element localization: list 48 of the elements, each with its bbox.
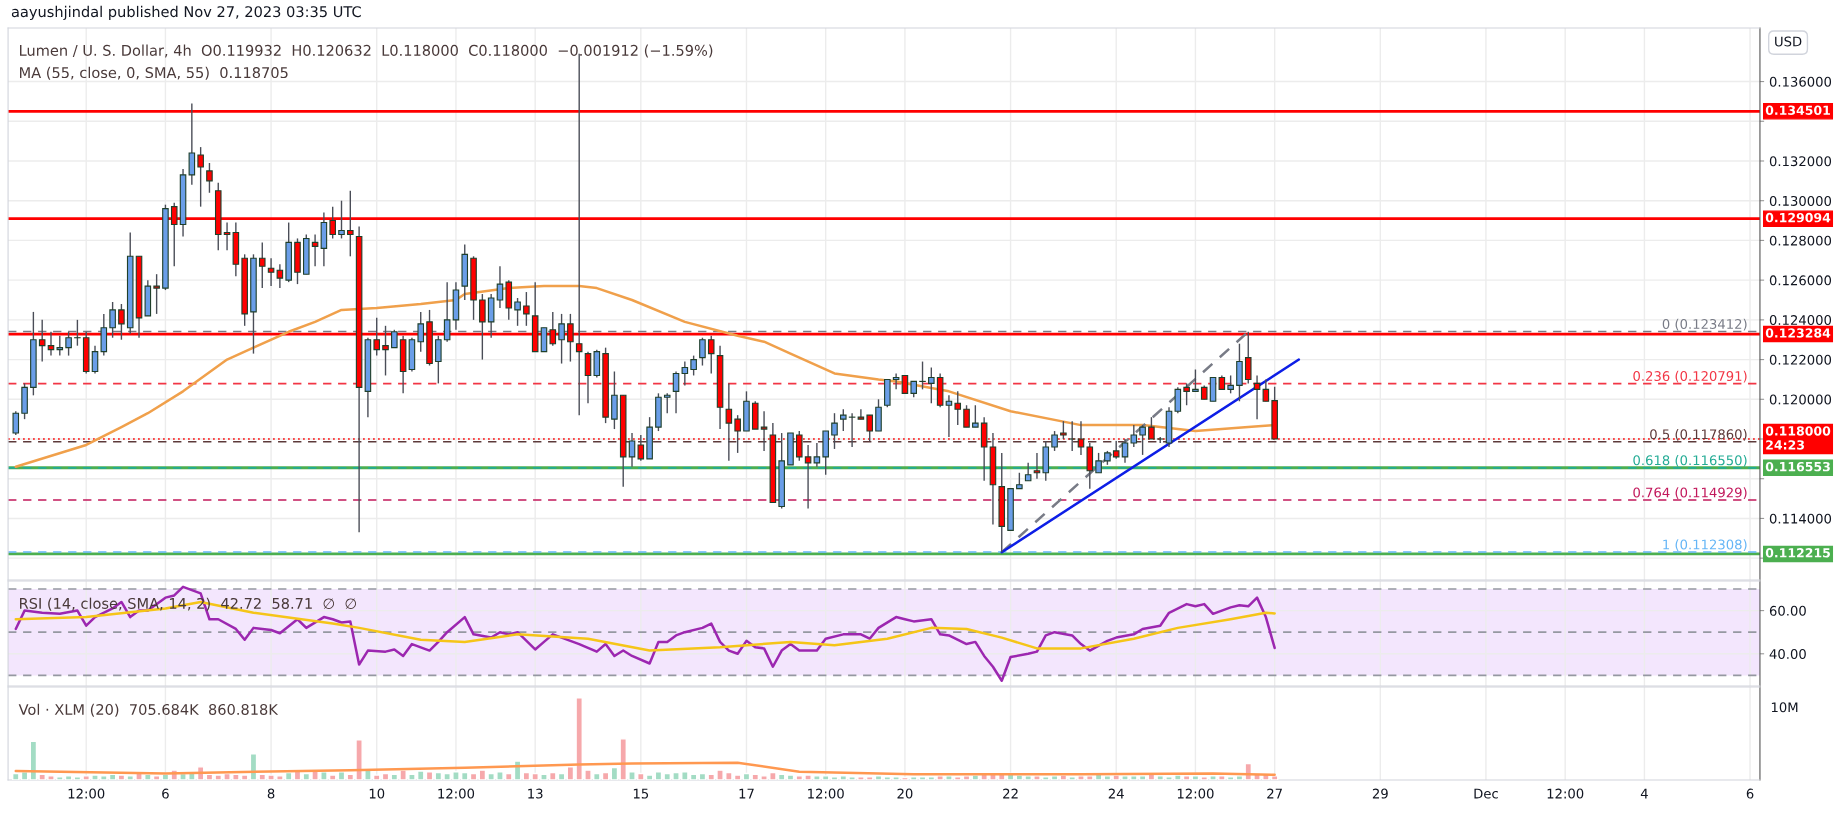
x-tick-label: 12:00: [1177, 788, 1214, 799]
x-tick-label: 6: [1746, 788, 1754, 799]
y-tick-label: 0.128000: [1769, 235, 1832, 246]
y-tick-label: 0.130000: [1769, 195, 1832, 206]
x-tick-label: 6: [162, 788, 169, 799]
x-tick-label: 8: [267, 788, 275, 799]
y-tick-label: 40.00: [1769, 649, 1806, 659]
ref-line-label: 0.236 (0.120791): [1633, 370, 1747, 383]
y-tick-label: 0.114000: [1769, 513, 1832, 524]
y-axis-title: USD: [1775, 36, 1802, 47]
ref-line-label: 0.112215: [1765, 548, 1830, 558]
ref-line-label: 0.134501: [1765, 105, 1830, 115]
x-tick-label: 20: [897, 788, 913, 799]
ref-line-label: 0.764 (0.114929): [1633, 487, 1747, 499]
y-tick-label: 0.120000: [1769, 394, 1832, 405]
ref-line-label: 0.116553: [1765, 461, 1830, 472]
y-tick-label: 0.122000: [1769, 354, 1832, 365]
text: 10M: [1771, 702, 1798, 713]
text: Lumen / U. S. Dollar, 4h O0.119932 H0.120632 L0.118000 C0.118000 −0.001912 (−1.59%): [20, 44, 713, 58]
x-tick-label: Dec: [1474, 788, 1498, 799]
x-tick-label: 12:00: [1547, 788, 1584, 799]
text: aayushjindal published Nov 27, 2023 03:35 UTC: [11, 5, 361, 20]
x-tick-label: 29: [1372, 788, 1388, 799]
x-tick-label: 12:00: [438, 788, 475, 799]
y-tick-label: 0.132000: [1769, 156, 1832, 167]
x-tick-label: 27: [1267, 788, 1282, 799]
y-tick-label: 60.00: [1769, 605, 1806, 616]
x-tick-label: 13: [528, 788, 543, 799]
ref-line-label: 1 (0.112308): [1663, 539, 1747, 552]
y-tick-label: 0.136000: [1769, 76, 1832, 87]
ref-line-label: 0.129094: [1765, 212, 1831, 223]
x-tick-label: 17: [739, 788, 754, 799]
x-tick-label: 4: [1640, 788, 1648, 799]
ref-line-label: 0 (0.123412): [1662, 318, 1747, 331]
ref-line-label: 0.5 (0.117860): [1650, 429, 1747, 441]
chart-title: Vol · XLM (20) 705.684K 860.818K: [18, 703, 279, 717]
y-tick-label: 0.126000: [1769, 275, 1832, 286]
text: MA (55, close, 0, SMA, 55) 0.118705: [20, 66, 288, 80]
x-tick-label: 22: [1003, 788, 1018, 799]
x-tick-label: 24: [1108, 788, 1124, 799]
x-tick-label: 15: [633, 788, 649, 799]
ref-line-label: 0.118000 24:23: [1765, 426, 1831, 450]
x-tick-label: 10: [369, 788, 385, 799]
y-tick-label: 0.124000: [1769, 315, 1832, 326]
ref-line-label: 0.618 (0.116550): [1633, 455, 1747, 467]
ref-line-label: 0.123284: [1765, 328, 1831, 338]
x-tick-label: 12:00: [808, 788, 844, 799]
x-tick-label: 12:00: [68, 788, 105, 799]
